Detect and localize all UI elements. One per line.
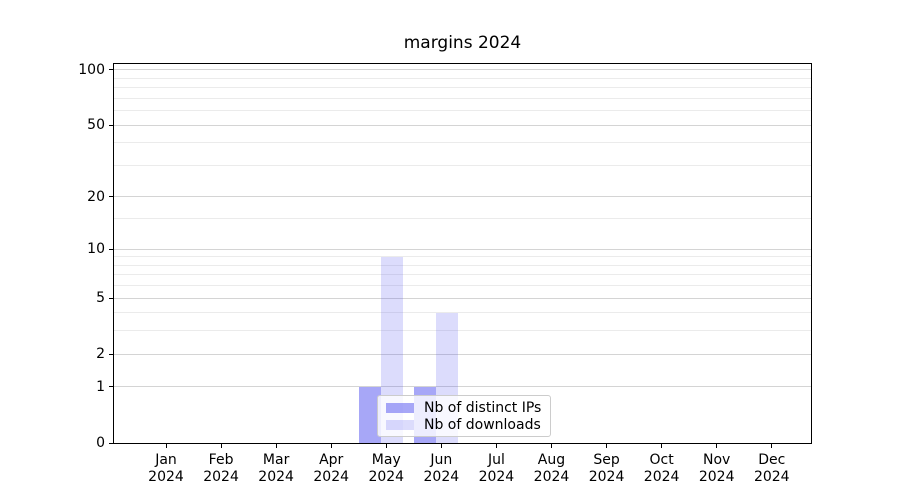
gridline-major	[114, 69, 811, 71]
gridline-minor	[114, 264, 811, 266]
gridline-minor	[114, 142, 811, 144]
gridline-major	[114, 196, 811, 198]
x-tick-year: 2024	[258, 468, 294, 485]
x-tick-month: Mar	[262, 452, 290, 468]
gridline-minor	[114, 87, 811, 89]
gridline-major	[114, 124, 811, 126]
x-tick-year: 2024	[148, 468, 184, 485]
x-tick-label: Jul 2024	[479, 452, 515, 485]
x-tick-month: Dec	[758, 452, 786, 468]
x-tick-mark	[716, 444, 718, 448]
x-tick-mark	[330, 444, 332, 448]
legend-swatch-icon	[386, 419, 414, 430]
y-tick-mark	[109, 442, 113, 444]
x-tick-month: Oct	[649, 452, 674, 468]
gridline-major	[114, 386, 811, 388]
x-tick-mark	[440, 444, 442, 448]
gridline-minor	[114, 256, 811, 258]
y-tick-label: 20	[87, 188, 105, 205]
x-tick-year: 2024	[368, 468, 405, 485]
x-tick-year: 2024	[588, 468, 625, 485]
x-tick-year: 2024	[203, 468, 239, 485]
legend-swatch-icon	[386, 402, 414, 413]
gridline-major	[114, 353, 811, 355]
x-tick-label: Oct 2024	[644, 452, 680, 485]
x-tick-label: Sep 2024	[589, 452, 625, 485]
y-tick-label: 100	[78, 61, 105, 78]
x-tick-month: Jun	[430, 452, 453, 468]
gridline-minor	[114, 312, 811, 314]
y-tick-mark	[109, 248, 113, 250]
x-tick-year: 2024	[478, 468, 515, 485]
x-tick-year: 2024	[313, 468, 350, 485]
x-tick-year: 2024	[643, 468, 680, 485]
gridline-major	[114, 248, 811, 250]
x-tick-label: Feb 2024	[203, 452, 239, 485]
x-tick-mark	[220, 444, 222, 448]
legend-row: Nb of distinct IPs	[386, 399, 542, 416]
x-tick-year: 2024	[533, 468, 570, 485]
chart-title: margins 2024	[403, 33, 522, 53]
legend-label: Nb of distinct IPs	[424, 399, 542, 416]
legend-row: Nb of downloads	[386, 416, 542, 433]
x-tick-mark	[606, 444, 608, 448]
y-tick-label: 10	[87, 241, 105, 258]
bar-nb-of-distinct-ips-may	[358, 386, 381, 443]
y-tick-mark	[109, 353, 113, 355]
x-tick-month: Apr	[319, 452, 344, 468]
x-tick-month: Sep	[593, 452, 620, 468]
plot-area: 0 1 2 5 10 20 50 100 Jan 2024 Feb 2024 Mar 2024 Apr 202…	[78, 62, 812, 485]
x-tick-month: Jan	[155, 452, 177, 468]
legend: Nb of distinct IPs Nb of downloads	[377, 395, 551, 437]
gridline-minor	[114, 77, 811, 79]
x-tick-mark	[165, 444, 167, 448]
x-tick-month: Feb	[208, 452, 234, 468]
gridline-minor	[114, 330, 811, 332]
gridline-minor	[114, 164, 811, 166]
y-tick-label: 5	[96, 290, 105, 307]
x-tick-mark	[661, 444, 663, 448]
x-tick-label: Nov 2024	[699, 452, 735, 485]
y-tick-label: 50	[87, 117, 105, 134]
gridline-minor	[114, 285, 811, 287]
x-tick-label: May 2024	[368, 452, 404, 485]
x-tick-mark	[495, 444, 497, 448]
x-tick-mark	[275, 444, 277, 448]
x-tick-mark	[771, 444, 773, 448]
y-tick-mark	[109, 297, 113, 299]
y-tick-mark	[109, 386, 113, 388]
y-tick-label: 2	[96, 346, 105, 363]
gridline-major	[114, 297, 811, 299]
x-tick-label: Aug 2024	[534, 452, 570, 485]
x-tick-mark	[385, 444, 387, 448]
x-tick-label: Jun 2024	[424, 452, 460, 485]
x-tick-year: 2024	[753, 468, 790, 485]
x-tick-label: Dec 2024	[754, 452, 790, 485]
y-tick-mark	[109, 69, 113, 71]
gridline-minor	[114, 97, 811, 99]
x-tick-month: May	[371, 452, 401, 468]
gridline-minor	[114, 110, 811, 112]
x-tick-label: Mar 2024	[258, 452, 294, 485]
x-tick-year: 2024	[698, 468, 735, 485]
gridline-minor	[114, 274, 811, 276]
x-tick-month: Nov	[703, 452, 731, 468]
y-tick-label: 0	[96, 435, 105, 451]
legend-label: Nb of downloads	[424, 416, 541, 433]
y-tick-mark	[109, 124, 113, 126]
x-tick-label: Jan 2024	[148, 452, 184, 485]
gridline-minor	[114, 218, 811, 220]
x-tick-mark	[550, 444, 552, 448]
x-tick-month: Aug	[537, 452, 566, 468]
y-tick-label: 1	[96, 378, 105, 395]
y-tick-mark	[109, 196, 113, 198]
x-tick-month: Jul	[487, 452, 505, 468]
x-tick-label: Apr 2024	[313, 452, 349, 485]
x-tick-year: 2024	[423, 468, 460, 485]
